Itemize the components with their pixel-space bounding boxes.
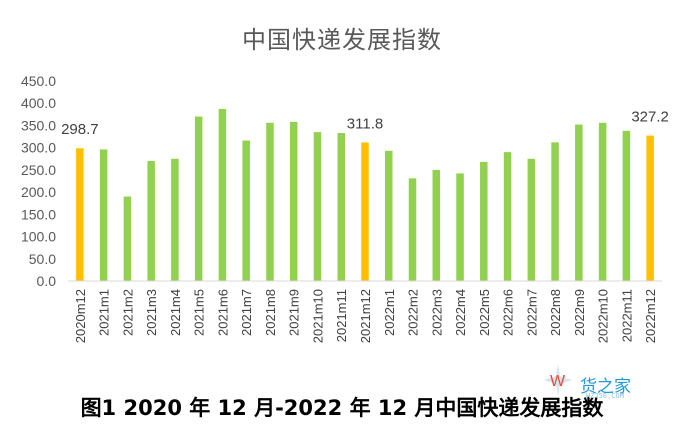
y-tick-label: 200.0: [21, 184, 56, 200]
bar-2022m9: [575, 124, 583, 281]
bar-2021m8: [266, 122, 274, 282]
y-tick-label: 350.0: [21, 117, 56, 133]
x-tick-label: 2022m11: [619, 289, 634, 342]
x-tick-label: 2020m12: [73, 289, 88, 343]
bar-2021m9: [289, 121, 298, 281]
bar-2022m7: [527, 158, 536, 281]
bars: [76, 109, 654, 282]
x-tick-label: 2022m1: [382, 289, 397, 336]
figure-caption: 图1 2020 年 12 月-2022 年 12 月中国快递发展指数: [80, 396, 604, 420]
data-label: 311.8: [347, 115, 383, 132]
watermark-subtext: HZJ56.COM: [586, 392, 624, 400]
y-tick-label: 300.0: [21, 140, 56, 156]
bar-2020m12: [76, 148, 84, 281]
y-tick-label: 0.0: [37, 273, 57, 289]
x-tick-label: 2021m6: [215, 289, 230, 336]
y-tick-label: 250.0: [21, 162, 56, 178]
bar-2022m11: [622, 130, 631, 281]
x-tick-label: 2021m8: [263, 289, 278, 336]
bar-2021m1: [99, 149, 108, 281]
x-tick-label: 2022m7: [524, 289, 539, 336]
bar-2022m10: [598, 122, 607, 282]
bar-2021m2: [123, 196, 132, 281]
x-tick-label: 2021m9: [287, 289, 302, 336]
bar-2022m4: [456, 173, 464, 281]
y-tick-label: 150.0: [21, 206, 56, 222]
y-tick-label: 100.0: [21, 229, 56, 245]
bar-2021m10: [313, 132, 322, 281]
watermark-icon: W: [544, 364, 572, 396]
bar-2022m2: [408, 178, 417, 281]
x-tick-label: 2022m2: [406, 289, 421, 336]
x-tick-label: 2021m1: [97, 289, 112, 336]
x-tick-label: 2022m3: [429, 289, 444, 336]
bar-2022m12: [646, 135, 654, 281]
bar-2022m1: [385, 150, 393, 281]
x-tick-label: 2021m4: [168, 289, 183, 336]
bar-2021m4: [171, 158, 179, 281]
bar-2022m8: [551, 142, 559, 281]
x-axis: 2020m12 2021m1 2021m2 2021m3 2021m4 2021m5 202…: [68, 280, 662, 343]
svg-text:W: W: [550, 373, 566, 390]
bar-2022m5: [480, 161, 488, 281]
x-tick-label: 2022m12: [643, 289, 658, 343]
bar-2022m6: [503, 152, 512, 281]
bar-2021m6: [218, 109, 227, 281]
y-tick-label: 450.0: [21, 73, 56, 89]
x-tick-label: 2021m11: [334, 289, 349, 342]
data-labels: 298.7 311.8 327.2: [61, 109, 669, 139]
watermark-text: 货之家: [580, 377, 631, 397]
x-tick-label: 2021m12: [358, 289, 373, 343]
bar-2021m12: [361, 142, 369, 281]
x-tick-label: 2021m10: [310, 289, 325, 343]
x-tick-label: 2022m10: [596, 289, 611, 343]
x-tick-label: 2022m9: [572, 289, 587, 336]
data-label: 298.7: [61, 121, 99, 138]
x-tick-label: 2022m4: [453, 289, 468, 336]
data-label: 327.2: [631, 109, 669, 126]
x-tick-label: 2021m3: [144, 289, 159, 336]
x-tick-label: 2021m7: [239, 289, 254, 336]
chart-title: 中国快递发展指数: [242, 26, 442, 54]
bar-2021m11: [337, 133, 345, 281]
y-tick-label: 50.0: [29, 251, 56, 267]
y-tick-label: 400.0: [21, 95, 56, 111]
x-tick-label: 2022m6: [501, 289, 516, 336]
bar-2021m3: [147, 161, 155, 281]
x-tick-label: 2021m5: [192, 289, 207, 336]
bar-2022m3: [432, 169, 441, 281]
bar-2021m7: [242, 140, 250, 281]
x-tick-label: 2021m2: [120, 289, 135, 336]
x-tick-label: 2022m5: [477, 289, 492, 336]
bar-2021m5: [194, 116, 203, 281]
y-axis: 0.0 50.0 100.0 150.0 200.0 250.0 300.0 350.0 400…: [21, 73, 56, 289]
x-tick-label: 2022m8: [548, 289, 563, 336]
